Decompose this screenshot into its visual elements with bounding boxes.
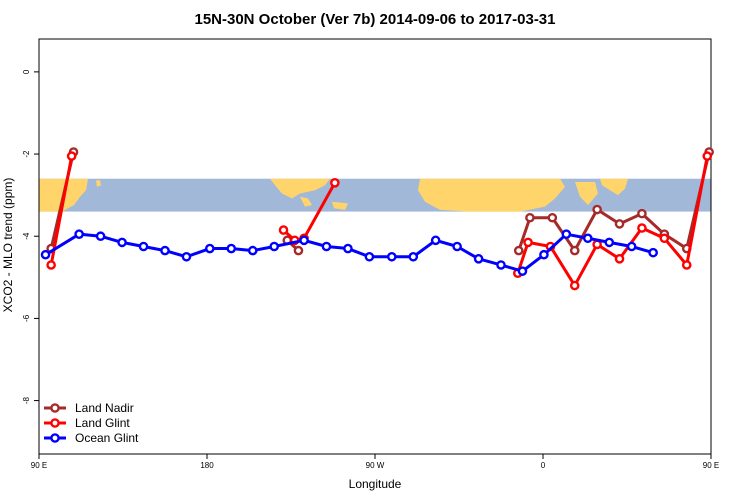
data-point	[513, 245, 524, 256]
data-point	[364, 251, 375, 262]
land-shape	[418, 178, 565, 212]
data-point	[525, 212, 535, 223]
data-point	[626, 241, 637, 252]
data-point	[569, 280, 580, 291]
data-point	[430, 235, 441, 246]
legend-marker	[50, 403, 60, 413]
y-axis-label: XCO2 - MLO trend (ppm)	[1, 178, 15, 313]
data-point	[569, 245, 580, 256]
legend-marker	[50, 418, 60, 428]
data-point	[46, 260, 56, 270]
data-point	[648, 247, 658, 258]
x-tick-label: 90 E	[31, 461, 47, 470]
y-axis: 0 -2 -4 -6 -8	[22, 69, 39, 404]
data-point	[269, 241, 280, 252]
data-point	[517, 266, 528, 276]
data-point	[74, 229, 84, 239]
legend-label: Land Nadir	[75, 401, 134, 415]
x-axis: 90 E 180 90 W 0 90 E	[31, 454, 719, 470]
series-line	[44, 232, 654, 273]
y-tick-label: -6	[22, 314, 31, 322]
data-point	[583, 233, 593, 244]
x-axis-label: Longitude	[349, 477, 402, 491]
data-point	[299, 235, 309, 246]
data-point	[614, 219, 625, 229]
data-point	[659, 233, 670, 244]
land-shape	[600, 178, 628, 196]
series-ocean-glint	[40, 229, 658, 276]
series-layer	[40, 147, 714, 291]
data-point	[547, 212, 558, 223]
series-line	[517, 151, 711, 253]
data-point	[40, 249, 51, 260]
data-point	[637, 223, 647, 233]
data-point	[293, 245, 304, 256]
land-shape	[270, 178, 330, 199]
data-point	[95, 231, 106, 242]
legend-label: Land Glint	[75, 416, 130, 430]
series-line	[516, 155, 709, 288]
data-point	[386, 251, 397, 262]
data-point	[66, 151, 77, 161]
land-shape	[332, 201, 348, 210]
data-point	[592, 204, 602, 215]
data-point	[204, 243, 215, 254]
data-point	[343, 243, 353, 254]
data-point	[117, 237, 127, 248]
x-tick-label: 180	[200, 461, 214, 470]
land-shape	[96, 180, 101, 187]
y-tick-label: -2	[22, 150, 31, 158]
y-tick-label: 0	[22, 69, 31, 74]
series-line	[49, 155, 74, 266]
data-point	[496, 260, 506, 270]
world-map-band	[39, 178, 711, 212]
data-point	[408, 251, 419, 262]
legend-label: Ocean Glint	[75, 431, 139, 445]
data-point	[473, 254, 484, 264]
data-point	[321, 241, 332, 252]
land-shape	[575, 181, 598, 205]
data-point	[330, 178, 340, 188]
data-point	[561, 229, 572, 239]
data-point	[523, 237, 533, 248]
data-point	[160, 245, 170, 256]
data-point	[181, 251, 192, 262]
data-point	[138, 241, 149, 252]
data-point	[702, 151, 713, 161]
chart-title: 15N-30N October (Ver 7b) 2014-09-06 to 2…	[194, 11, 555, 28]
x-tick-label: 90 W	[366, 461, 385, 470]
data-point	[681, 260, 692, 270]
data-point	[452, 241, 462, 252]
data-point	[614, 254, 625, 264]
y-tick-label: -8	[22, 396, 31, 404]
data-point	[604, 237, 615, 248]
data-point	[278, 225, 289, 235]
y-tick-label: -4	[22, 232, 31, 240]
data-point	[637, 208, 647, 219]
land-shape	[300, 196, 312, 207]
data-point	[226, 243, 237, 254]
x-tick-label: 90 E	[703, 461, 719, 470]
data-point	[247, 245, 258, 256]
legend-marker	[50, 433, 60, 443]
data-point	[539, 249, 549, 260]
x-tick-label: 0	[541, 461, 546, 470]
